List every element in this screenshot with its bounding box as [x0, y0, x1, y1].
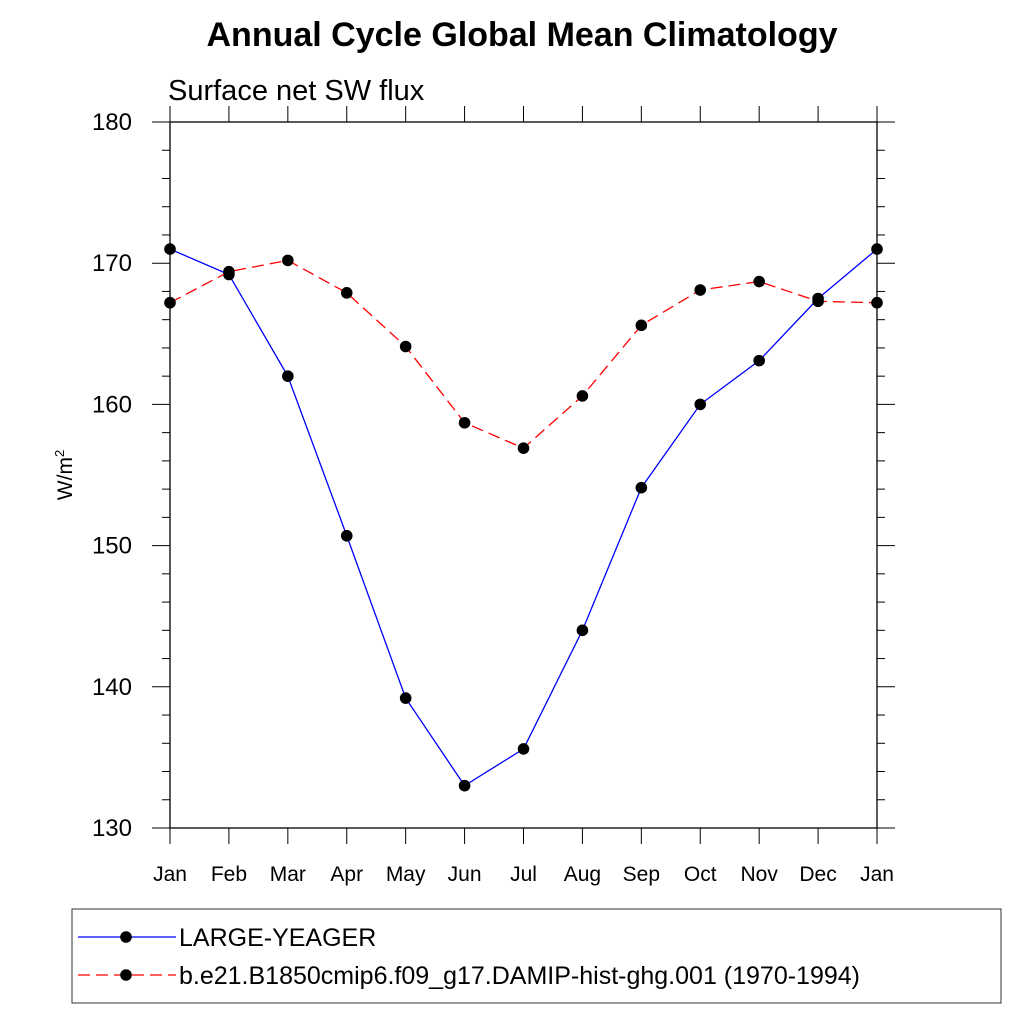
series-1-point	[694, 398, 707, 411]
legend-label-2: b.e21.B1850cmip6.f09_g17.DAMIP-hist-ghg.…	[179, 962, 860, 990]
series-2-point	[399, 340, 412, 353]
y-tick-label: 160	[92, 391, 132, 418]
x-tick-label: Mar	[270, 863, 306, 886]
series-2-point	[340, 287, 353, 299]
y-axis-label: W/m2	[52, 450, 77, 500]
series-2-point	[576, 390, 589, 402]
series-1-point	[635, 481, 648, 494]
series-1-point	[340, 529, 353, 542]
series-2-point	[458, 416, 471, 429]
chart-subtitle: Surface net SW flux	[168, 75, 425, 107]
x-tick-label: Apr	[330, 863, 363, 886]
x-tick-label: Nov	[740, 863, 778, 886]
series-1-point	[282, 370, 294, 382]
series-2-point	[871, 296, 883, 309]
series-2-point	[282, 254, 294, 267]
series-1-point	[517, 743, 530, 755]
legend: LARGE-YEAGER b.e21.B1850cmip6.f09_g17.DAM…	[71, 908, 1002, 1004]
series-line-1	[169, 248, 878, 787]
y-tick-label: 170	[92, 250, 132, 277]
x-tick-label: Dec	[799, 863, 836, 886]
x-tick-label: May	[386, 863, 426, 886]
legend-marker-1	[120, 931, 132, 943]
series-2-point	[812, 295, 824, 308]
series-1-point	[576, 624, 589, 637]
legend-label-1: LARGE-YEAGER	[179, 924, 376, 952]
plot-axes: 130 140 150 160 170 180 Jan Feb Mar Apr May Jun Jul A…	[92, 106, 895, 886]
chart-title: Annual Cycle Global Mean Climatology	[207, 16, 838, 54]
series-1-point	[871, 243, 883, 255]
x-tick-label: Sep	[623, 863, 660, 886]
series-2-point	[694, 284, 707, 296]
y-tick-label: 150	[92, 533, 132, 560]
plot-frame	[169, 121, 878, 829]
series-1-point	[399, 692, 412, 704]
legend-marker-2	[120, 969, 132, 981]
y-tick-label: 140	[92, 674, 132, 701]
x-tick-label: Jul	[510, 863, 537, 886]
x-tick-label: Feb	[211, 863, 247, 886]
series-1-point	[458, 779, 471, 792]
x-tick-label: Oct	[684, 863, 717, 886]
x-tick-label: Jun	[448, 863, 482, 886]
series-2-point	[635, 319, 648, 332]
y-tick-label: 180	[92, 109, 132, 136]
y-axis-label-text: W/m	[54, 457, 77, 500]
series-layer	[164, 243, 883, 792]
x-tick-label: Aug	[564, 863, 601, 886]
y-tick-label: 130	[92, 815, 132, 842]
y-axis-label-superscript: 2	[52, 450, 67, 457]
x-tick-label: Jan	[153, 863, 187, 886]
series-line-2	[169, 259, 878, 449]
legend-box	[71, 908, 1002, 1004]
series-2-point	[517, 442, 530, 454]
series-1-point	[164, 243, 176, 255]
series-1-point	[753, 354, 765, 367]
series-2-point	[753, 275, 765, 288]
series-2-point	[164, 296, 176, 309]
series-2-point	[223, 265, 235, 278]
x-tick-label: Jan	[860, 863, 894, 886]
